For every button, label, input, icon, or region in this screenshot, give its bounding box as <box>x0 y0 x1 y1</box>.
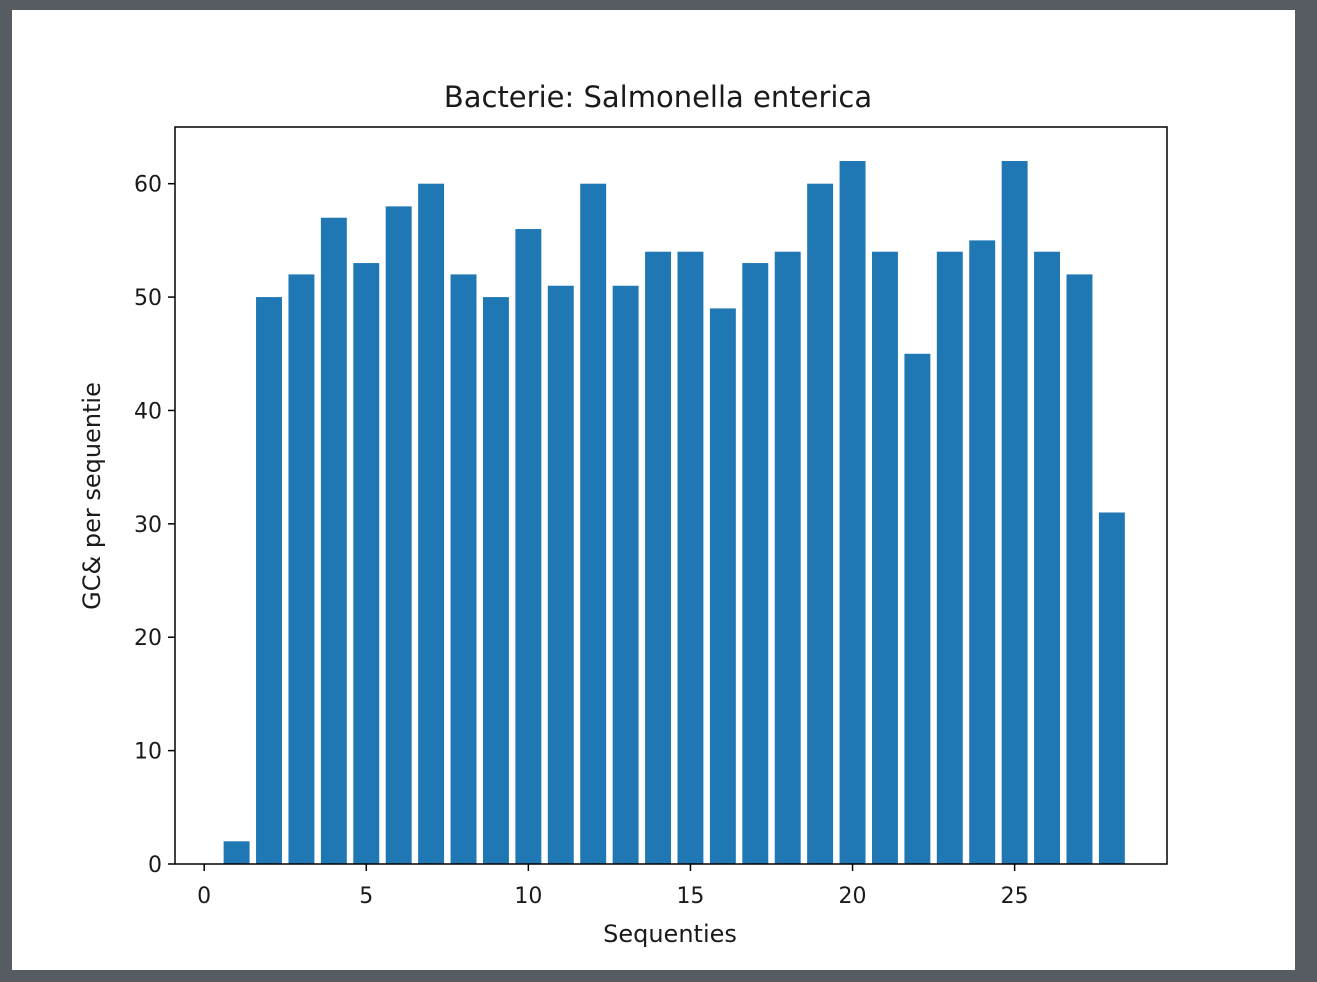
x-tick-label-10: 10 <box>514 884 542 909</box>
bar-22 <box>904 353 931 864</box>
bar-7 <box>418 183 445 864</box>
bar-20 <box>839 161 866 864</box>
x-tick-label-15: 15 <box>676 884 704 909</box>
y-tick-label-20: 20 <box>134 626 162 651</box>
bar-3 <box>288 274 315 864</box>
bar-9 <box>482 297 509 865</box>
x-tick-label-25: 25 <box>1001 884 1029 909</box>
bar-12 <box>580 183 607 864</box>
y-tick-label-10: 10 <box>134 740 162 765</box>
y-tick-label-50: 50 <box>134 286 162 311</box>
figure-canvas: Bacterie: Salmonella enterica 0 10 20 30 40 5… <box>12 10 1295 970</box>
plot-frame <box>174 126 1168 865</box>
y-tick-label-60: 60 <box>134 173 162 198</box>
bar-1 <box>223 841 250 864</box>
bar-24 <box>969 240 996 864</box>
bar-11 <box>547 285 574 864</box>
bar-15 <box>677 251 704 864</box>
x-tick-label-5: 5 <box>359 884 373 909</box>
bars-group <box>223 161 1125 865</box>
y-axis-label: GC& per sequentie <box>78 382 106 610</box>
bar-16 <box>709 308 736 864</box>
bar-14 <box>645 251 671 864</box>
y-tick-label-30: 30 <box>134 513 162 538</box>
bar-13 <box>612 285 639 864</box>
bar-18 <box>774 251 801 864</box>
bar-10 <box>515 229 542 865</box>
x-tick-label-20: 20 <box>839 884 867 909</box>
bar-26 <box>1034 251 1061 864</box>
bar-chart: Bacterie: Salmonella enterica 0 10 20 30 40 5… <box>78 80 1168 948</box>
y-tick-label-40: 40 <box>134 399 162 424</box>
bar-28 <box>1098 512 1125 864</box>
bar-21 <box>871 251 898 864</box>
bar-19 <box>807 183 834 864</box>
bar-2 <box>256 297 282 865</box>
bar-4 <box>320 217 347 864</box>
bar-25 <box>1001 161 1028 864</box>
bar-17 <box>742 263 769 864</box>
bar-6 <box>385 206 412 864</box>
x-axis: 0 5 10 15 20 25 <box>197 864 1029 909</box>
y-axis: 0 10 20 30 40 50 60 <box>134 173 175 878</box>
chart-title: Bacterie: Salmonella enterica <box>444 80 872 114</box>
x-axis-label: Sequenties <box>603 920 737 948</box>
bar-8 <box>450 274 477 864</box>
y-tick-label-0: 0 <box>148 853 162 878</box>
x-tick-label-0: 0 <box>197 884 211 909</box>
bar-5 <box>353 263 380 864</box>
bar-27 <box>1066 274 1093 864</box>
bar-23 <box>936 251 963 864</box>
